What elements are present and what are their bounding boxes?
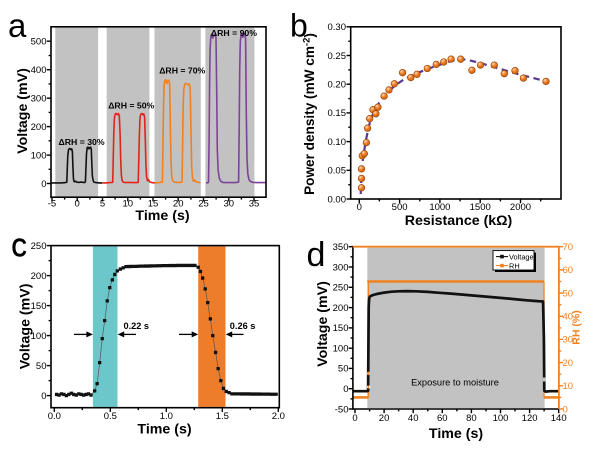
svg-text:a: a <box>8 7 27 44</box>
svg-text:Power density (mW cm-2): Power density (mW cm-2) <box>302 33 318 195</box>
svg-text:2.0: 2.0 <box>272 411 285 422</box>
svg-text:0.05: 0.05 <box>328 166 347 177</box>
svg-text:Time (s): Time (s) <box>135 208 189 224</box>
svg-text:50: 50 <box>338 364 349 375</box>
svg-text:10: 10 <box>123 199 134 210</box>
svg-text:0: 0 <box>41 179 46 190</box>
svg-text:-50: -50 <box>335 404 349 415</box>
svg-text:30: 30 <box>563 335 574 346</box>
svg-text:140: 140 <box>551 413 567 424</box>
svg-text:ΔRH = 70%: ΔRH = 70% <box>159 66 205 76</box>
svg-text:1.0: 1.0 <box>160 411 173 422</box>
svg-text:2000: 2000 <box>510 202 531 213</box>
svg-text:150: 150 <box>31 301 47 312</box>
svg-text:15: 15 <box>148 199 159 210</box>
svg-text:100: 100 <box>31 331 47 342</box>
svg-text:1000: 1000 <box>429 202 450 213</box>
svg-text:250: 250 <box>31 241 47 252</box>
svg-text:d: d <box>307 236 326 274</box>
svg-text:-5: -5 <box>48 199 56 210</box>
svg-text:ΔRH = 30%: ΔRH = 30% <box>59 137 105 147</box>
svg-text:100: 100 <box>333 344 349 355</box>
svg-text:150: 150 <box>333 323 349 334</box>
svg-text:70: 70 <box>563 242 574 253</box>
svg-text:350: 350 <box>333 242 349 253</box>
svg-text:300: 300 <box>31 94 47 105</box>
svg-text:RH (%): RH (%) <box>571 310 583 344</box>
svg-text:Voltage: Voltage <box>509 252 534 261</box>
svg-text:40: 40 <box>408 413 419 424</box>
svg-text:20: 20 <box>563 358 574 369</box>
svg-text:80: 80 <box>466 413 477 424</box>
svg-text:30: 30 <box>224 199 235 210</box>
svg-text:Time (s): Time (s) <box>429 426 483 442</box>
svg-text:1.5: 1.5 <box>216 411 229 422</box>
svg-text:120: 120 <box>522 413 538 424</box>
svg-text:250: 250 <box>333 283 349 294</box>
svg-text:0.20: 0.20 <box>328 80 347 91</box>
svg-text:0: 0 <box>75 199 80 210</box>
svg-text:0: 0 <box>357 202 362 213</box>
svg-text:100: 100 <box>493 413 509 424</box>
svg-text:50: 50 <box>36 361 47 372</box>
svg-text:Voltage (mV): Voltage (mV) <box>18 283 34 369</box>
svg-text:400: 400 <box>31 65 47 76</box>
svg-text:0.25: 0.25 <box>328 51 347 62</box>
svg-text:b: b <box>290 8 308 44</box>
svg-text:5: 5 <box>100 199 105 210</box>
svg-text:RH: RH <box>509 261 520 270</box>
svg-text:0: 0 <box>352 413 357 424</box>
svg-text:Resistance (kΩ): Resistance (kΩ) <box>405 213 513 229</box>
svg-text:20: 20 <box>173 199 184 210</box>
svg-text:200: 200 <box>333 303 349 314</box>
svg-text:0.0: 0.0 <box>48 411 61 422</box>
svg-text:60: 60 <box>437 413 448 424</box>
svg-text:Voltage (mV): Voltage (mV) <box>15 68 31 154</box>
svg-text:20: 20 <box>379 413 390 424</box>
svg-text:C: C <box>12 233 28 263</box>
svg-text:Voltage (mV): Voltage (mV) <box>315 281 331 367</box>
svg-text:1500: 1500 <box>470 202 491 213</box>
svg-text:100: 100 <box>31 150 47 161</box>
svg-text:200: 200 <box>31 122 47 133</box>
svg-text:25: 25 <box>198 199 209 210</box>
svg-text:ΔRH = 50%: ΔRH = 50% <box>108 100 154 110</box>
svg-text:50: 50 <box>563 288 574 299</box>
svg-text:0.00: 0.00 <box>328 194 347 205</box>
svg-text:0: 0 <box>41 391 46 402</box>
svg-text:0.10: 0.10 <box>328 137 347 148</box>
svg-text:10: 10 <box>563 381 574 392</box>
svg-text:40: 40 <box>563 312 574 323</box>
svg-text:200: 200 <box>31 271 47 282</box>
svg-text:ΔRH = 90%: ΔRH = 90% <box>211 28 257 38</box>
svg-text:0.26 s: 0.26 s <box>230 321 256 331</box>
svg-text:35: 35 <box>249 199 260 210</box>
svg-text:Time (s): Time (s) <box>137 421 191 437</box>
svg-text:0.22 s: 0.22 s <box>124 321 150 331</box>
svg-text:0.15: 0.15 <box>328 108 347 119</box>
svg-text:60: 60 <box>563 265 574 276</box>
svg-text:Exposure to moisture: Exposure to moisture <box>411 378 499 388</box>
svg-text:500: 500 <box>392 202 408 213</box>
svg-text:0.5: 0.5 <box>104 411 117 422</box>
svg-text:300: 300 <box>333 262 349 273</box>
svg-text:0: 0 <box>563 404 568 415</box>
svg-text:500: 500 <box>31 37 47 48</box>
svg-text:0.30: 0.30 <box>328 22 347 33</box>
svg-text:0: 0 <box>343 384 348 395</box>
